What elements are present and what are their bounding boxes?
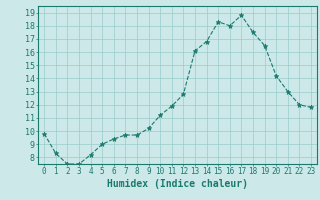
X-axis label: Humidex (Indice chaleur): Humidex (Indice chaleur) [107,179,248,189]
